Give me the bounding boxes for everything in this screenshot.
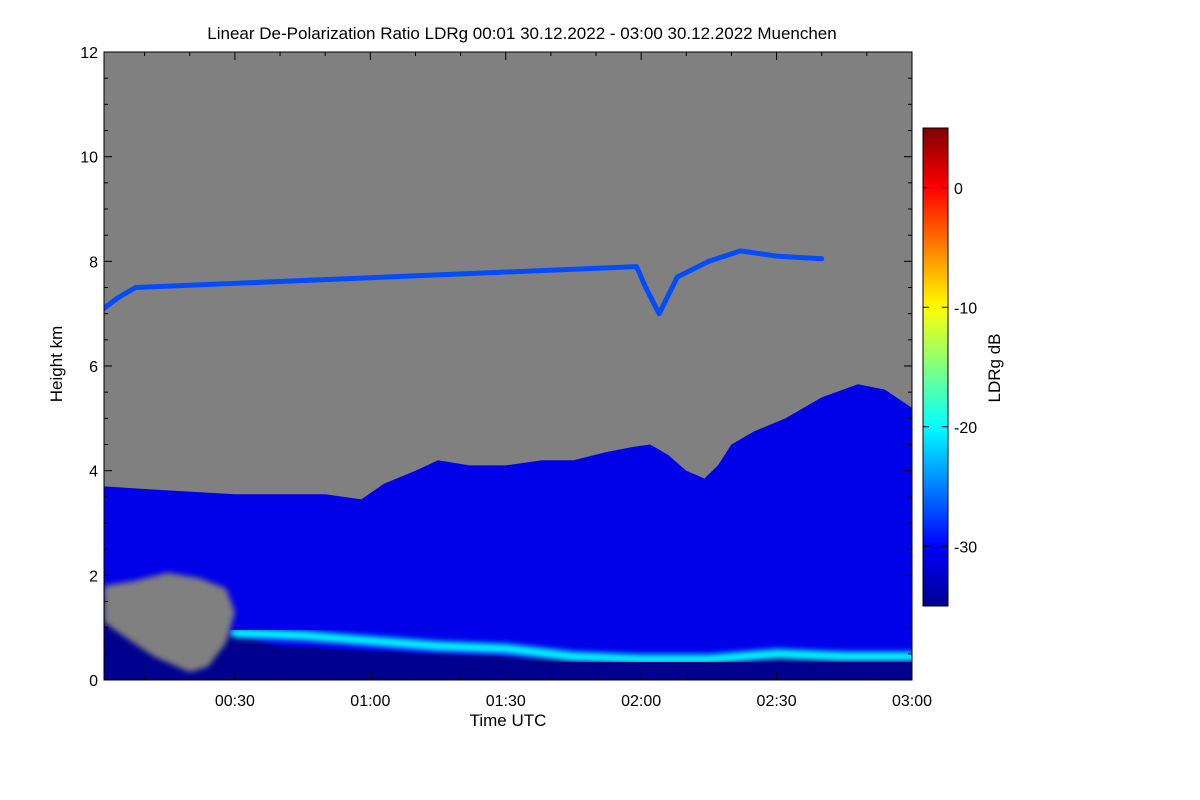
y-tick-label: 2 [89,568,98,585]
colorbar-ticks: 0 -10 -20 -30 [923,181,977,556]
layer-melting-layer [230,628,912,664]
colorbar-tick-label: -30 [954,539,977,556]
y-axis: 0 2 4 6 8 10 12 [80,45,912,690]
y-tick-label: 6 [89,359,98,376]
colorbar-tick-label: 0 [954,181,963,198]
x-tick-label: 01:00 [350,693,390,710]
colorbar-tick-label: -10 [954,300,977,317]
x-tick-label: 01:30 [486,693,526,710]
y-tick-label: 12 [80,45,98,62]
colorbar-scale [922,127,949,607]
layer-no-signal-patch [104,572,235,673]
data-layers [104,248,912,680]
y-tick-label: 4 [89,464,98,481]
chart-title: Linear De-Polarization Ratio LDRg 00:01 … [207,24,836,43]
x-axis: 00:30 01:00 01:30 02:00 02:30 03:00 [144,52,932,710]
colorbar: 0 -10 -20 -30 [922,127,977,607]
colorbar-label: LDRg dB [985,334,1004,403]
y-axis-label: Height km [47,326,66,403]
x-tick-label: 02:30 [757,693,797,710]
plot-area [103,51,913,681]
y-tick-label: 0 [89,673,98,690]
x-tick-label: 00:30 [215,693,255,710]
y-tick-label: 10 [80,150,98,167]
y-tick-label: 8 [89,254,98,271]
x-axis-label: Time UTC [470,711,547,730]
layer-cirrus [104,248,825,317]
layer-cloud [104,384,912,680]
colorbar-tick-label: -20 [954,420,977,437]
x-tick-label: 03:00 [892,693,932,710]
x-tick-label: 02:00 [621,693,661,710]
